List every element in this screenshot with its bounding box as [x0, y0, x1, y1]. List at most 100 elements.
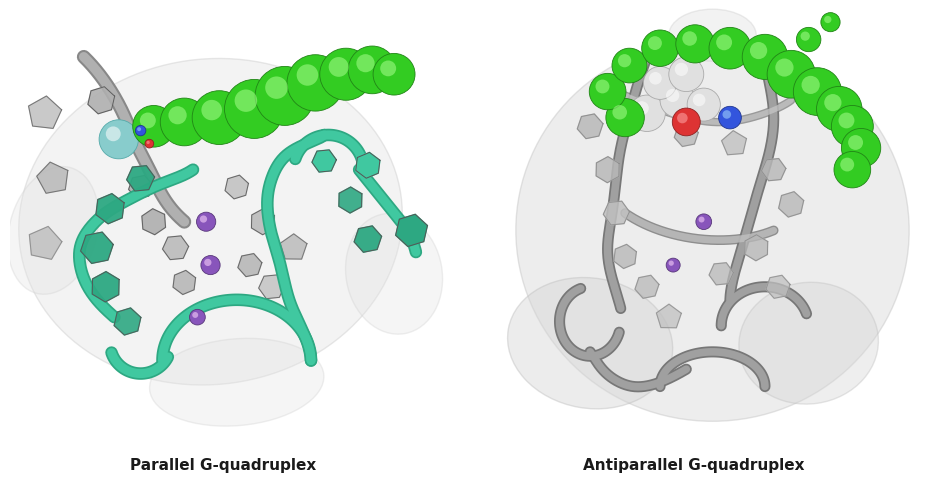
Polygon shape: [614, 244, 637, 268]
Circle shape: [666, 258, 680, 272]
Polygon shape: [92, 272, 119, 302]
Polygon shape: [37, 162, 67, 193]
Circle shape: [675, 25, 714, 63]
Circle shape: [635, 101, 649, 115]
Polygon shape: [173, 270, 196, 295]
Circle shape: [716, 34, 732, 50]
Circle shape: [329, 57, 349, 77]
Circle shape: [687, 88, 720, 121]
Circle shape: [673, 108, 700, 136]
Circle shape: [135, 125, 146, 136]
Circle shape: [816, 86, 862, 132]
Circle shape: [320, 48, 372, 100]
Polygon shape: [28, 96, 62, 128]
Ellipse shape: [19, 58, 402, 385]
Circle shape: [137, 127, 142, 131]
Circle shape: [660, 83, 695, 118]
Circle shape: [145, 139, 154, 148]
Polygon shape: [88, 87, 115, 114]
Polygon shape: [252, 209, 275, 235]
Circle shape: [768, 51, 815, 98]
Circle shape: [204, 259, 212, 266]
Polygon shape: [225, 175, 249, 199]
Polygon shape: [142, 209, 165, 235]
Polygon shape: [238, 254, 262, 277]
Circle shape: [613, 105, 627, 120]
Ellipse shape: [507, 278, 673, 409]
Circle shape: [105, 126, 121, 141]
Circle shape: [287, 54, 344, 111]
Circle shape: [589, 73, 626, 110]
Circle shape: [641, 30, 678, 67]
Polygon shape: [674, 123, 698, 147]
Circle shape: [596, 80, 610, 94]
Circle shape: [674, 63, 688, 76]
Circle shape: [834, 151, 871, 188]
Polygon shape: [162, 236, 189, 260]
Circle shape: [629, 95, 665, 132]
Circle shape: [612, 48, 647, 83]
Circle shape: [796, 27, 821, 52]
Polygon shape: [762, 159, 786, 181]
Polygon shape: [126, 166, 155, 191]
Circle shape: [649, 72, 662, 84]
Polygon shape: [81, 232, 113, 263]
Circle shape: [742, 34, 788, 80]
Circle shape: [775, 58, 793, 77]
Circle shape: [669, 57, 704, 92]
Polygon shape: [355, 152, 380, 178]
Polygon shape: [128, 175, 153, 199]
Ellipse shape: [149, 338, 324, 426]
Ellipse shape: [516, 40, 909, 421]
Circle shape: [801, 31, 809, 41]
Circle shape: [606, 98, 644, 137]
Circle shape: [696, 214, 712, 229]
Circle shape: [718, 107, 741, 129]
Circle shape: [190, 309, 205, 325]
Ellipse shape: [669, 9, 756, 61]
Circle shape: [373, 54, 415, 95]
Polygon shape: [96, 194, 124, 224]
Circle shape: [825, 94, 842, 111]
Circle shape: [802, 76, 820, 94]
Polygon shape: [635, 275, 659, 298]
Polygon shape: [312, 150, 336, 172]
Polygon shape: [656, 304, 681, 328]
Circle shape: [831, 106, 873, 147]
Polygon shape: [354, 226, 382, 252]
Circle shape: [643, 67, 676, 99]
Polygon shape: [603, 201, 630, 225]
Circle shape: [192, 91, 246, 145]
Circle shape: [265, 77, 288, 99]
Polygon shape: [258, 275, 285, 299]
Circle shape: [648, 36, 662, 50]
Circle shape: [348, 46, 396, 94]
Circle shape: [677, 113, 688, 123]
Circle shape: [825, 16, 831, 23]
Circle shape: [839, 112, 854, 128]
Circle shape: [682, 31, 697, 46]
Polygon shape: [111, 131, 135, 157]
Circle shape: [723, 110, 732, 119]
Circle shape: [380, 60, 396, 76]
Circle shape: [693, 94, 706, 106]
Circle shape: [224, 80, 284, 138]
Circle shape: [200, 215, 207, 223]
Circle shape: [201, 100, 222, 120]
Circle shape: [842, 128, 881, 168]
Polygon shape: [578, 114, 603, 139]
Circle shape: [146, 141, 150, 144]
Circle shape: [666, 89, 679, 102]
Circle shape: [192, 312, 199, 318]
Polygon shape: [280, 234, 307, 259]
Circle shape: [296, 64, 318, 86]
Polygon shape: [29, 227, 62, 259]
Circle shape: [99, 120, 139, 159]
Circle shape: [356, 54, 374, 72]
Ellipse shape: [739, 282, 879, 404]
Circle shape: [669, 260, 674, 266]
Circle shape: [133, 106, 175, 147]
Polygon shape: [722, 131, 747, 155]
Circle shape: [197, 212, 216, 231]
Polygon shape: [396, 214, 428, 246]
